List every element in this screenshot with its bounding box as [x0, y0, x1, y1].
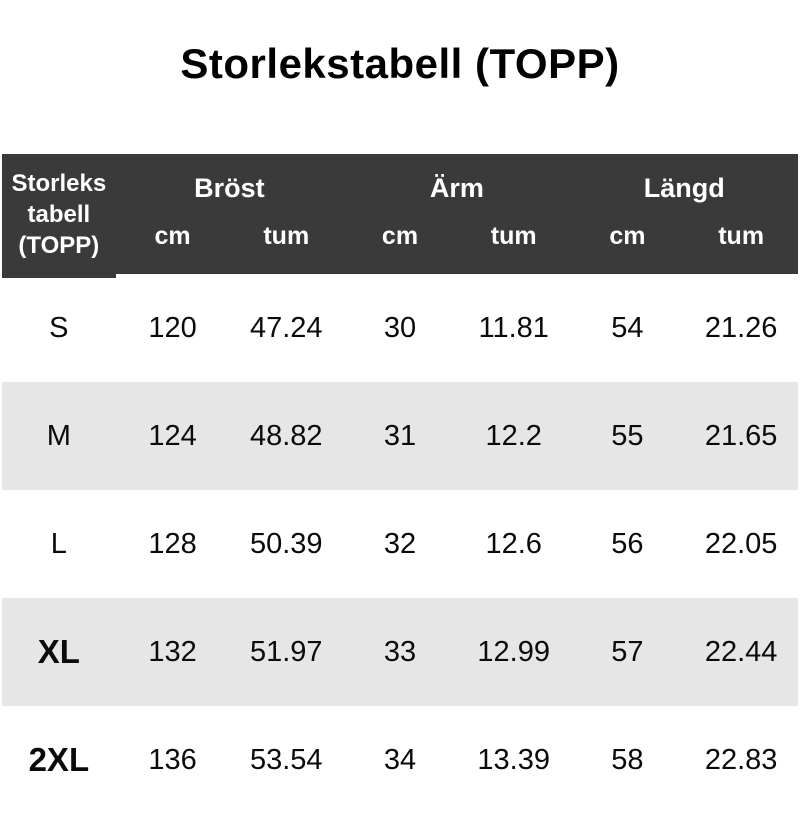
- cell-arm-cm: 31: [383, 419, 417, 452]
- table-body: S 120 47.24 30 11.81 54 21.26 M 124 48.8…: [2, 274, 798, 814]
- cell-brost-cm: 136: [148, 743, 197, 776]
- cell-langd-tum: 21.26: [704, 311, 778, 344]
- cell-brost-tum: 51.97: [249, 635, 323, 668]
- cell-brost-tum: 50.39: [249, 527, 323, 560]
- size-label: S: [49, 311, 69, 344]
- unit-header-langd-tum: tum: [718, 222, 765, 250]
- cell-brost-cm: 128: [148, 527, 197, 560]
- cell-langd-tum: 22.05: [704, 527, 778, 560]
- cell-arm-tum: 13.39: [477, 743, 550, 776]
- cell-langd-cm: 55: [611, 419, 644, 452]
- table-row-s: S 120 47.24 30 11.81 54 21.26: [2, 274, 798, 382]
- cell-brost-cm: 124: [148, 419, 197, 452]
- column-group-brost: Bröst: [194, 172, 265, 203]
- table-row-l: L 128 50.39 32 12.6 56 22.05: [2, 490, 798, 598]
- size-label: M: [46, 419, 71, 452]
- cell-langd-cm: 54: [611, 311, 644, 344]
- size-chart-table: Storleks tabell (TOPP) Bröst Ärm Längd c…: [2, 154, 798, 814]
- column-group-arm: Ärm: [429, 172, 484, 203]
- cell-arm-tum: 12.2: [485, 419, 542, 452]
- cell-langd-tum: 22.44: [704, 635, 778, 668]
- unit-header-arm-tum: tum: [490, 222, 537, 250]
- cell-brost-tum: 48.82: [249, 419, 323, 452]
- cell-langd-tum: 22.83: [704, 743, 778, 776]
- corner-cell: Storleks tabell (TOPP): [2, 154, 116, 278]
- size-label: L: [50, 527, 67, 560]
- size-label: XL: [37, 633, 80, 670]
- cell-langd-cm: 56: [611, 527, 644, 560]
- column-group-langd: Längd: [643, 172, 725, 203]
- size-label: 2XL: [28, 741, 90, 778]
- cell-brost-cm: 120: [148, 311, 197, 344]
- cell-arm-tum: 12.99: [477, 635, 550, 668]
- cell-brost-cm: 132: [148, 635, 197, 668]
- page-title: Storlekstabell (TOPP): [180, 40, 620, 87]
- unit-header-langd-cm: cm: [609, 222, 646, 250]
- cell-brost-tum: 53.54: [249, 743, 323, 776]
- cell-langd-cm: 58: [611, 743, 644, 776]
- cell-arm-cm: 33: [383, 635, 417, 668]
- unit-header-brost-tum: tum: [263, 222, 310, 250]
- table-row-2xl: 2XL 136 53.54 34 13.39 58 22.83: [2, 706, 798, 814]
- unit-header-arm-cm: cm: [381, 222, 419, 250]
- cell-brost-tum: 47.24: [249, 311, 323, 344]
- table-row-xl: XL 132 51.97 33 12.99 57 22.44: [2, 598, 798, 706]
- corner-line-3: (TOPP): [18, 231, 100, 259]
- cell-arm-cm: 30: [383, 311, 417, 344]
- unit-header-brost-cm: cm: [154, 222, 191, 250]
- cell-langd-cm: 57: [611, 635, 644, 668]
- corner-line-1: Storleks: [11, 169, 107, 197]
- cell-langd-tum: 21.65: [704, 419, 778, 452]
- cell-arm-tum: 11.81: [478, 311, 549, 344]
- table-header: Storleks tabell (TOPP) Bröst Ärm Längd c…: [2, 154, 798, 278]
- table-row-m: M 124 48.82 31 12.2 55 21.65: [2, 382, 798, 490]
- cell-arm-cm: 32: [383, 527, 417, 560]
- cell-arm-tum: 12.6: [485, 527, 542, 560]
- cell-arm-cm: 34: [383, 743, 417, 776]
- corner-line-2: tabell: [27, 200, 91, 228]
